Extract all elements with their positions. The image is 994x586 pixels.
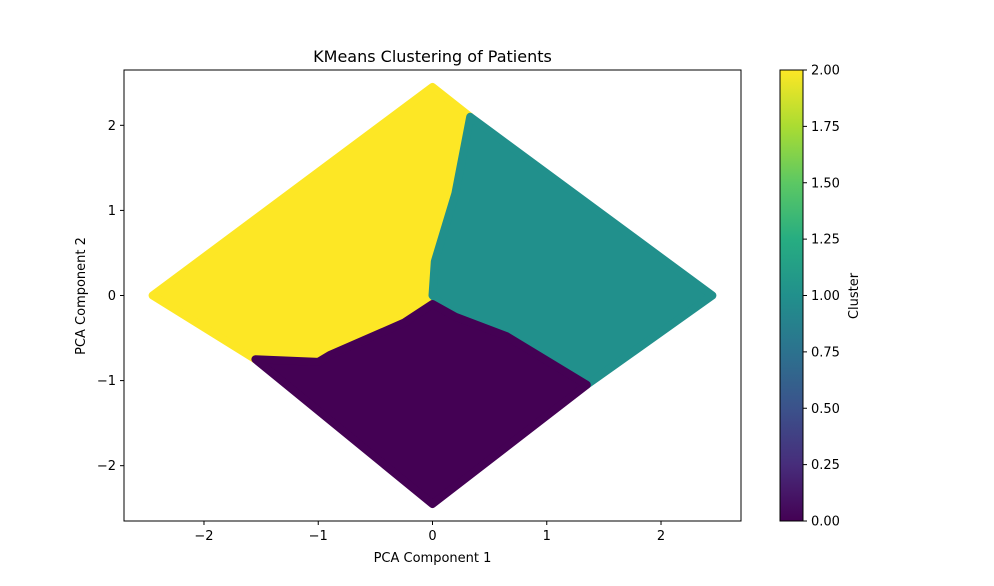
y-tick-label: 2 xyxy=(108,119,116,134)
x-tick-label: 2 xyxy=(657,529,665,544)
colorbar-tick-label: 0.25 xyxy=(811,458,840,473)
colorbar-tick-label: 0.75 xyxy=(811,345,840,360)
chart-title: KMeans Clustering of Patients xyxy=(313,47,552,66)
colorbar-axis: 0.00 0.25 0.50 0.75 1.00 1.25 1.50 1.75 2.00 xyxy=(803,64,840,530)
y-tick-label: −2 xyxy=(97,459,116,474)
colorbar-tick-label: 1.00 xyxy=(811,289,840,304)
x-axis-label: PCA Component 1 xyxy=(374,551,492,566)
plot-area xyxy=(148,83,717,508)
y-axis-label: PCA Component 2 xyxy=(74,237,89,355)
colorbar-label: Cluster xyxy=(847,272,862,319)
x-tick-label: 0 xyxy=(428,529,436,544)
y-tick-label: −1 xyxy=(97,374,116,389)
cluster-0-points xyxy=(251,300,591,508)
colorbar-tick-label: 1.50 xyxy=(811,176,840,191)
colorbar-tick-label: 1.75 xyxy=(811,120,840,135)
x-tick-label: −2 xyxy=(194,529,213,544)
x-axis: −2 −1 0 1 2 xyxy=(194,521,665,544)
colorbar-tick-label: 0.00 xyxy=(811,515,840,530)
y-tick-label: 1 xyxy=(108,204,116,219)
y-axis: −2 −1 0 1 2 xyxy=(97,119,124,474)
colorbar-tick-label: 1.25 xyxy=(811,233,840,248)
y-tick-label: 0 xyxy=(108,289,116,304)
x-tick-label: −1 xyxy=(309,529,328,544)
colorbar-tick-label: 0.50 xyxy=(811,402,840,417)
colorbar xyxy=(779,69,804,522)
colorbar-tick-label: 2.00 xyxy=(811,64,840,79)
x-tick-label: 1 xyxy=(543,529,551,544)
